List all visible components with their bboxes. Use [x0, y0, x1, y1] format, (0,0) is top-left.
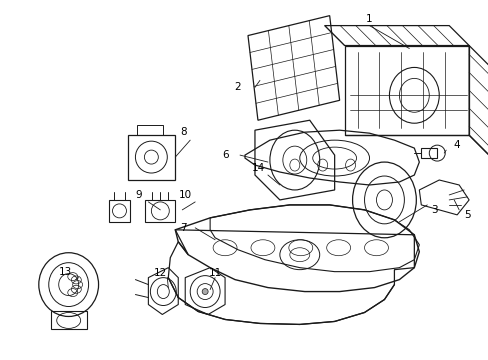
Text: 5: 5: [463, 210, 469, 220]
Text: 4: 4: [453, 140, 460, 150]
Text: 8: 8: [180, 127, 186, 137]
Text: 3: 3: [430, 205, 437, 215]
Text: 1: 1: [366, 14, 372, 24]
Text: 2: 2: [234, 82, 241, 93]
Text: 13: 13: [59, 267, 72, 276]
Text: 6: 6: [222, 150, 228, 160]
Text: 14: 14: [251, 163, 264, 173]
Ellipse shape: [202, 289, 208, 294]
Text: 9: 9: [135, 190, 142, 200]
Text: 10: 10: [178, 190, 191, 200]
Text: 12: 12: [153, 267, 166, 278]
Text: 7: 7: [180, 223, 186, 233]
Text: 11: 11: [208, 267, 221, 278]
